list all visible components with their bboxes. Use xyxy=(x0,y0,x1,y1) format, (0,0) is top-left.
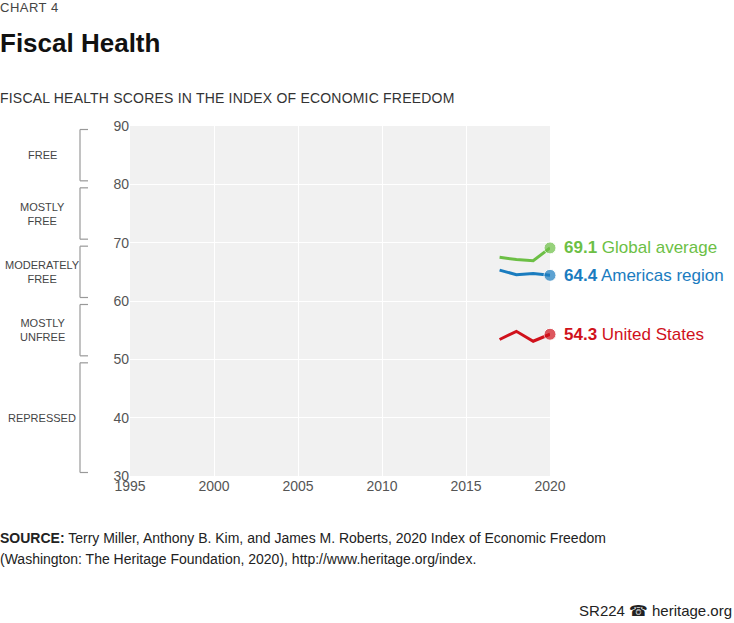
svg-text:MOSTLYUNFREE: MOSTLYUNFREE xyxy=(20,317,65,343)
svg-text:2020: 2020 xyxy=(534,478,565,494)
html-text:SOURCE: Terry Miller, Anthony: SOURCE: Terry Miller, Anthony B. Kim, an… xyxy=(0,530,606,567)
svg-text:70: 70 xyxy=(113,235,129,251)
svg-text:FREE: FREE xyxy=(28,149,57,161)
html-text:SR224 ☎ heritage.org: SR224 ☎ heritage.org xyxy=(579,602,732,619)
svg-text:69.1 Global average: 69.1 Global average xyxy=(564,238,717,257)
svg-text:REPRESSED: REPRESSED xyxy=(8,412,76,424)
svg-text:2000: 2000 xyxy=(198,478,229,494)
svg-text:60: 60 xyxy=(113,293,129,309)
svg-text:MOSTLYFREE: MOSTLYFREE xyxy=(20,201,65,227)
html-text:Fiscal Health: Fiscal Health xyxy=(0,28,161,58)
svg-text:2015: 2015 xyxy=(450,478,481,494)
svg-text:54.3 United States: 54.3 United States xyxy=(564,325,704,344)
svg-text:80: 80 xyxy=(113,176,129,192)
svg-text:50: 50 xyxy=(113,351,129,367)
svg-text:2005: 2005 xyxy=(282,478,313,494)
svg-text:2010: 2010 xyxy=(366,478,397,494)
svg-text:90: 90 xyxy=(113,118,129,134)
html-text:FISCAL HEALTH SCORES IN THE IN: FISCAL HEALTH SCORES IN THE INDEX OF ECO… xyxy=(0,90,455,106)
svg-text:MODERATELYFREE: MODERATELYFREE xyxy=(5,259,80,285)
svg-text:30: 30 xyxy=(113,468,129,484)
svg-text:1995: 1995 xyxy=(114,478,145,494)
svg-text:40: 40 xyxy=(113,410,129,426)
html-text:CHART 4: CHART 4 xyxy=(0,0,59,15)
svg-text:64.4 Americas region: 64.4 Americas region xyxy=(564,266,724,285)
